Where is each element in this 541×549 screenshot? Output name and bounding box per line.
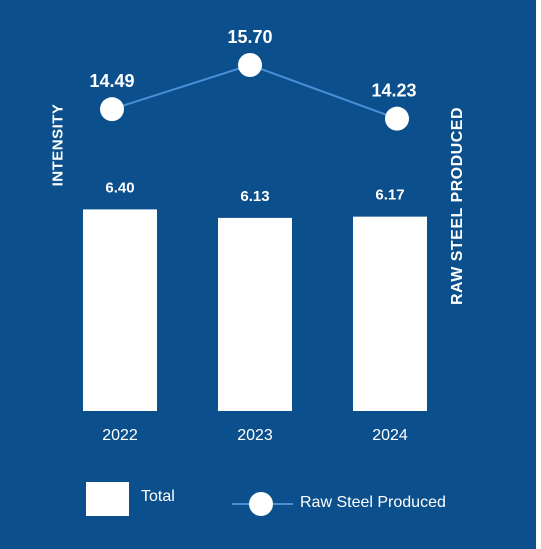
x-tick-label: 2023 bbox=[237, 427, 273, 444]
bar-2022 bbox=[83, 209, 157, 411]
line-value-label: 14.23 bbox=[371, 81, 416, 101]
raw-steel-point bbox=[238, 53, 262, 77]
bar-2024 bbox=[353, 216, 427, 411]
legend-marker-icon bbox=[249, 492, 273, 516]
legend-total-label: Total bbox=[141, 488, 175, 505]
legend-total-swatch bbox=[86, 482, 129, 516]
legend-raw-steel-label: Raw Steel Produced bbox=[300, 494, 446, 511]
x-tick-label: 2024 bbox=[372, 427, 408, 444]
bar-value-label: 6.13 bbox=[240, 188, 269, 205]
line-value-label: 15.70 bbox=[227, 27, 272, 47]
left-axis-label: INTENSITY bbox=[49, 103, 67, 187]
bar-value-label: 6.17 bbox=[375, 187, 404, 204]
bar-value-label: 6.40 bbox=[105, 179, 134, 196]
line-value-label: 14.49 bbox=[89, 71, 134, 91]
right-axis-label: RAW STEEL PRODUCED bbox=[449, 106, 466, 306]
x-tick-label: 2022 bbox=[102, 427, 138, 444]
bar-2023 bbox=[218, 217, 292, 411]
raw-steel-point bbox=[385, 106, 409, 131]
raw-steel-point bbox=[100, 97, 124, 122]
